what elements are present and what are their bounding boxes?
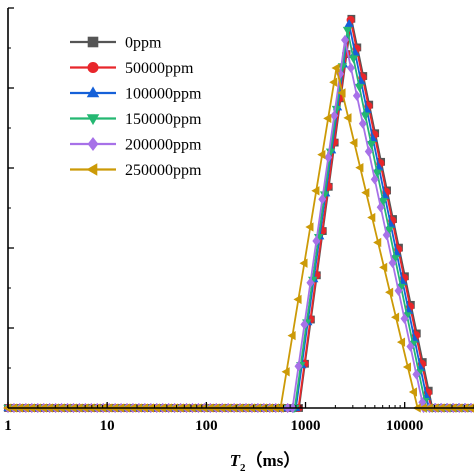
- x-axis-title-unit: （ms）: [246, 450, 301, 470]
- series-point: [342, 26, 353, 35]
- x-axis-title-main: T: [230, 451, 241, 470]
- legend-label: 200000ppm: [125, 137, 202, 154]
- series-point: [376, 202, 385, 213]
- legend-item: 0ppm: [70, 35, 162, 52]
- series-point: [287, 330, 296, 341]
- series-point: [382, 229, 391, 241]
- x-tick-label: 1: [4, 418, 12, 434]
- series-point: [385, 287, 394, 297]
- series-point: [349, 138, 358, 148]
- series-point: [330, 110, 339, 121]
- series-point: [358, 118, 367, 129]
- plot-area: [3, 14, 474, 414]
- series-point: [394, 285, 403, 296]
- legend-item: 250000ppm: [70, 162, 202, 179]
- legend-label: 0ppm: [125, 35, 162, 52]
- axes: 1 10 100 1000 10000: [4, 7, 474, 434]
- series-point: [366, 141, 376, 150]
- series-point: [312, 235, 321, 247]
- series-point: [412, 369, 421, 380]
- legend-item: 150000ppm: [70, 111, 202, 128]
- series-point: [300, 319, 309, 330]
- legend-label: 50000ppm: [125, 60, 194, 77]
- series-point: [281, 367, 290, 377]
- series-point: [367, 212, 376, 223]
- series-point: [396, 337, 406, 347]
- series-point: [352, 90, 361, 101]
- legend-marker: [87, 36, 99, 48]
- series-point: [348, 55, 359, 64]
- legend-marker: [87, 61, 99, 74]
- series-point: [354, 83, 365, 93]
- series-150000ppm: [3, 26, 474, 413]
- series-point: [293, 294, 302, 305]
- series-point: [306, 277, 315, 288]
- series-line: [8, 23, 471, 409]
- x-tick-label: 10: [100, 418, 115, 434]
- legend-marker: [86, 86, 100, 98]
- legend-label: 100000ppm: [125, 86, 202, 103]
- series-point: [364, 146, 373, 157]
- series-250000ppm: [3, 63, 474, 413]
- legend-item: 100000ppm: [70, 86, 202, 103]
- legend-label: 250000ppm: [125, 162, 202, 179]
- series-point: [370, 174, 379, 185]
- x-axis-title: T2（ms）: [230, 450, 301, 474]
- series-point: [340, 34, 349, 46]
- legend-item: 200000ppm: [70, 137, 202, 154]
- series-point: [331, 63, 340, 73]
- series-point: [337, 88, 346, 98]
- series-line: [8, 39, 472, 409]
- legend-marker: [86, 114, 100, 126]
- series-point: [355, 163, 364, 173]
- series-point: [378, 198, 388, 207]
- legend-marker: [87, 137, 99, 151]
- x-tick-label: 1000: [291, 418, 321, 434]
- x-tick-label: 10000: [386, 418, 424, 434]
- series-point: [324, 152, 333, 163]
- legend: 0ppm 50000ppm 100000ppm 150000ppm 200000ppm 2…: [70, 35, 202, 179]
- series-point: [391, 312, 400, 322]
- series-point: [372, 169, 382, 178]
- series-point: [361, 187, 370, 198]
- series-point: [406, 341, 415, 352]
- series-point: [400, 313, 409, 324]
- series-point: [323, 113, 332, 124]
- series-point: [294, 361, 303, 372]
- legend-item: 50000ppm: [70, 60, 194, 77]
- series-point: [343, 113, 352, 123]
- x-axis-title-sub: 2: [240, 462, 246, 474]
- series-point: [346, 62, 355, 74]
- series-point: [408, 387, 417, 397]
- series-point: [388, 257, 397, 269]
- series-point: [373, 237, 382, 248]
- series-point: [317, 149, 326, 160]
- legend-marker: [86, 163, 98, 176]
- series-point: [360, 112, 370, 121]
- series-point: [329, 77, 338, 87]
- series-point: [305, 222, 314, 232]
- series-point: [379, 262, 388, 273]
- series-point: [299, 258, 308, 268]
- legend-label: 150000ppm: [125, 111, 202, 128]
- series-point: [311, 186, 320, 196]
- series-point: [402, 362, 412, 372]
- x-tick-label: 100: [195, 418, 218, 434]
- series-point: [318, 194, 327, 205]
